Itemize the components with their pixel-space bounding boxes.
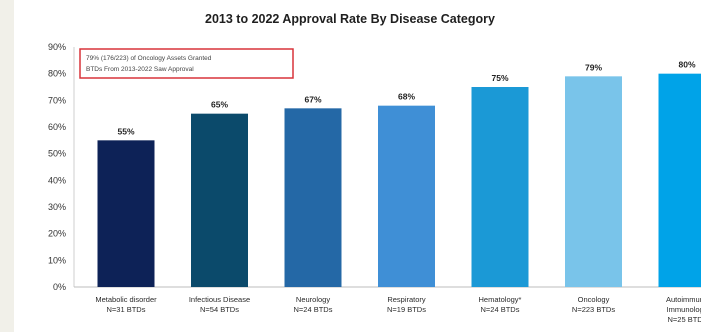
bars-group bbox=[97, 73, 701, 288]
data-label-7: 80% bbox=[678, 60, 695, 70]
bar-1 bbox=[97, 140, 155, 287]
chart-panel: 2013 to 2022 Approval Rate By Disease Ca… bbox=[14, 0, 701, 332]
x-tick-count-label: N=223 BTDs bbox=[572, 305, 615, 314]
data-label-1: 55% bbox=[117, 126, 134, 136]
x-tick-count-label: N=19 BTDs bbox=[387, 305, 426, 314]
x-tick-count-label: N=24 BTDs bbox=[481, 305, 520, 314]
data-label-4: 68% bbox=[398, 92, 415, 102]
x-tick-count-label: N=31 BTDs bbox=[107, 305, 146, 314]
annotation-box: 79% (176/223) of Oncology Assets Granted… bbox=[79, 48, 294, 79]
chart-title: 2013 to 2022 Approval Rate By Disease Ca… bbox=[205, 12, 495, 26]
x-tick-label: Respiratory bbox=[387, 295, 426, 304]
bar-6 bbox=[565, 76, 622, 287]
x-tick-count-label: N=25 BTDs bbox=[668, 315, 701, 324]
annotation-border bbox=[79, 48, 294, 79]
data-label-6: 79% bbox=[585, 62, 602, 72]
y-tick-label: 60% bbox=[48, 122, 66, 132]
data-label-5: 75% bbox=[491, 73, 508, 83]
x-tick-count-label: N=24 BTDs bbox=[294, 305, 333, 314]
y-tick-label: 80% bbox=[48, 69, 66, 79]
bar-2 bbox=[191, 113, 248, 288]
y-tick-label: 0% bbox=[53, 282, 66, 292]
y-axis-ticks: 0% 10% 20% 30% 40% 50% 60% 70% 80% 90% bbox=[48, 42, 66, 292]
x-tick-label: Immunology bbox=[667, 305, 701, 314]
bar-4 bbox=[378, 105, 435, 288]
y-tick-label: 30% bbox=[48, 202, 66, 212]
y-tick-label: 40% bbox=[48, 175, 66, 185]
x-tick-count-label: N=54 BTDs bbox=[200, 305, 239, 314]
x-tick-label: Hematology* bbox=[479, 295, 522, 304]
x-tick-label: Oncology bbox=[578, 295, 610, 304]
bar-7 bbox=[658, 73, 701, 288]
y-tick-label: 20% bbox=[48, 229, 66, 239]
y-tick-label: 10% bbox=[48, 255, 66, 265]
approval-rate-chart: 2013 to 2022 Approval Rate By Disease Ca… bbox=[48, 12, 701, 324]
x-tick-label: Autoimmune bbox=[666, 295, 701, 304]
x-tick-label: Neurology bbox=[296, 295, 330, 304]
x-tick-label: Metabolic disorder bbox=[95, 295, 157, 304]
annotation-line-1: 79% (176/223) of Oncology Assets Granted bbox=[86, 55, 212, 62]
y-tick-label: 70% bbox=[48, 95, 66, 105]
bar-3 bbox=[284, 108, 342, 287]
y-tick-label: 90% bbox=[48, 42, 66, 52]
annotation-line-2: BTDs From 2013-2022 Saw Approval bbox=[86, 66, 194, 73]
x-tick-label: Infectious Disease bbox=[189, 295, 250, 304]
y-tick-label: 50% bbox=[48, 149, 66, 159]
bar-5 bbox=[471, 87, 529, 287]
data-label-2: 65% bbox=[211, 100, 228, 110]
data-label-3: 67% bbox=[304, 94, 321, 104]
data-labels-group: 55% 65% 67% 68% 75% 79% 80% bbox=[117, 60, 695, 137]
